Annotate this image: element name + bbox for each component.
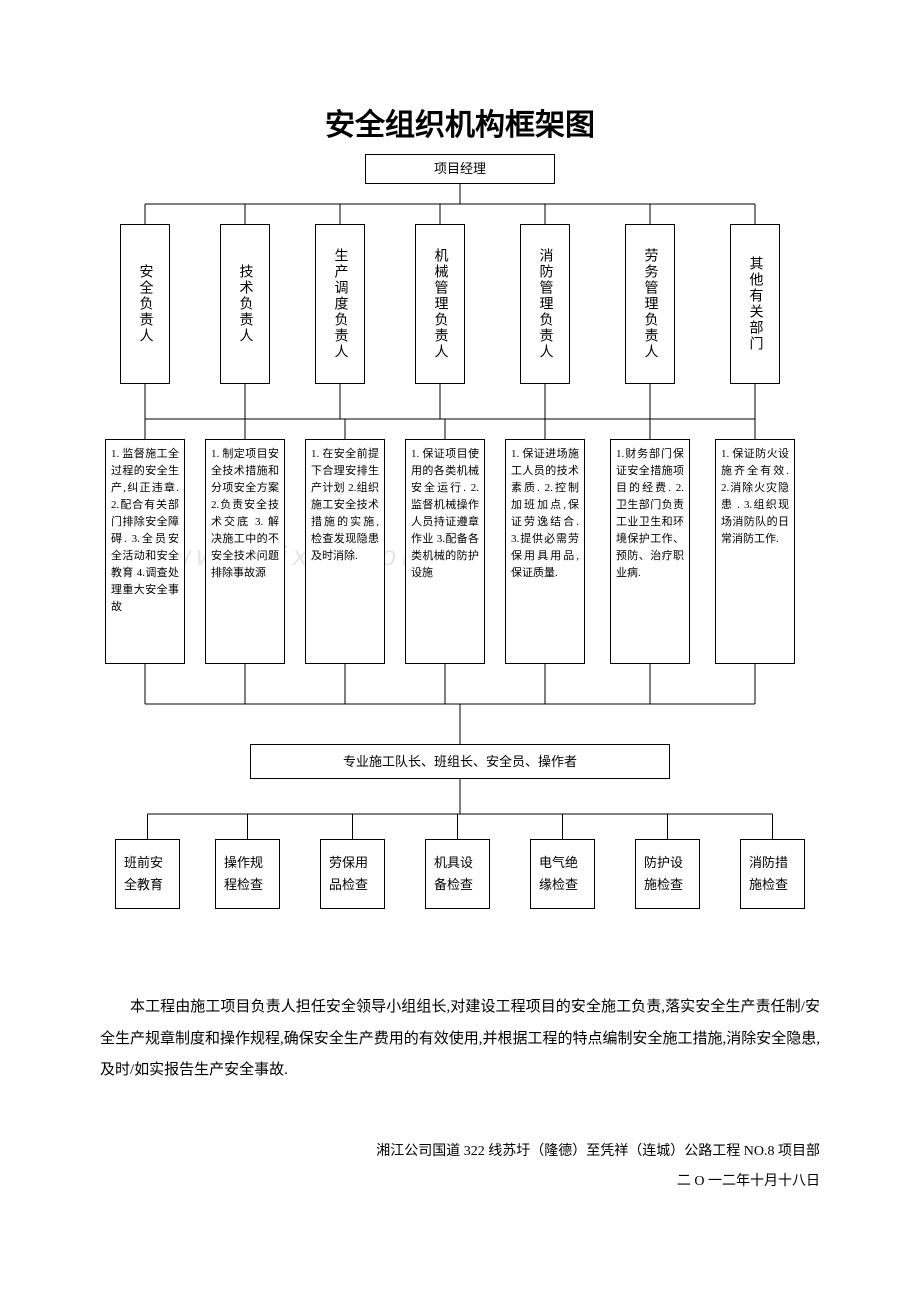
role-box-0: 安全负责人 — [120, 224, 170, 384]
bottom-box-3: 机具设备检查 — [425, 839, 490, 909]
role-detail-0: 1. 监督施工全过程的安全生产,纠正违章. 2.配合有关部门排除安全障碍. 3.… — [105, 439, 185, 664]
footer-org: 湘江公司国道 322 线苏圩（隆德）至凭祥（连城）公路工程 NO.8 项目部 — [100, 1137, 820, 1168]
role-detail-6: 1. 保证防火设施齐全有效. 2.消除火灾隐患 . 3.组织现场消防队的日常消防… — [715, 439, 795, 664]
role-detail-3: 1. 保证项目使用的各类机械安全运行. 2.监督机械操作人员持证遵章作业 3.配… — [405, 439, 485, 664]
footer: 湘江公司国道 322 线苏圩（隆德）至凭祥（连城）公路工程 NO.8 项目部 二… — [100, 1137, 820, 1199]
role-box-1: 技术负责人 — [220, 224, 270, 384]
role-box-5: 劳务管理负责人 — [625, 224, 675, 384]
bottom-box-4: 电气绝缘检查 — [530, 839, 595, 909]
bottom-box-1: 操作规程检查 — [215, 839, 280, 909]
org-chart: 项目经理安全负责人技术负责人生产调度负责人机械管理负责人 消防管理负责人 劳务管理负… — [100, 154, 820, 974]
page-title: 安全组织机构框架图 — [100, 100, 820, 144]
role-box-6: 其他有关部门 — [730, 224, 780, 384]
bottom-box-5: 防护设施检查 — [635, 839, 700, 909]
bottom-box-0: 班前安全教育 — [115, 839, 180, 909]
bottom-box-6: 消防措施检查 — [740, 839, 805, 909]
role-detail-1: 1. 制定项目安全技术措施和分项安全方案 2.负责安全技术交底 3. 解决施工中… — [205, 439, 285, 664]
role-box-3: 机械管理负责人 — [415, 224, 465, 384]
role-box-4: 消防管理负责人 — [520, 224, 570, 384]
footer-date: 二 O 一二年十月十八日 — [100, 1167, 820, 1198]
role-box-2: 生产调度负责人 — [315, 224, 365, 384]
bottom-box-2: 劳保用品检查 — [320, 839, 385, 909]
role-detail-5: 1.财务部门保证安全措施项目的经费. 2.卫生部门负责工业卫生和环境保护工作、预… — [610, 439, 690, 664]
role-detail-4: 1. 保证进场施工人员的技术素质. 2.控制加班加点,保证劳逸结合. 3.提供必… — [505, 439, 585, 664]
role-detail-2: 1. 在安全前提下合理安排生产计划 2.组织施工安全技术措施的实施,检查发现隐患… — [305, 439, 385, 664]
description-paragraph: 本工程由施工项目负责人担任安全领导小组组长,对建设工程项目的安全施工负责,落实安… — [100, 992, 820, 1087]
project-manager-box: 项目经理 — [365, 154, 555, 184]
middle-box: 专业施工队长、班组长、安全员、操作者 — [250, 744, 670, 779]
